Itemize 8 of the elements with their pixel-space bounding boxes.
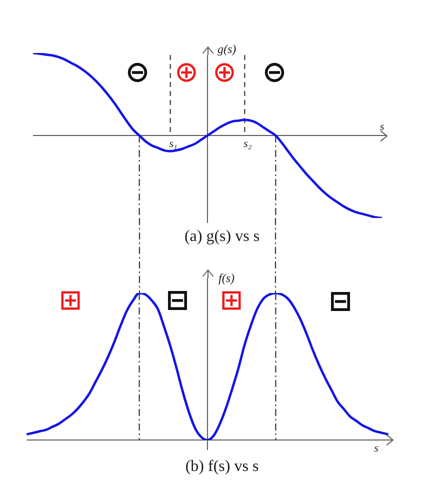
y-axis-title: g(s) xyxy=(218,42,236,56)
y-axis-title: f(s) xyxy=(218,271,234,286)
text: (a) g(s) vs s xyxy=(184,228,260,246)
x-axis-title: s xyxy=(374,442,378,454)
annotation: s₂ xyxy=(244,138,252,150)
x-axis-title: s xyxy=(380,120,384,133)
text: (b) f(s) vs s xyxy=(185,458,259,476)
annotation: s₁ xyxy=(169,138,178,150)
